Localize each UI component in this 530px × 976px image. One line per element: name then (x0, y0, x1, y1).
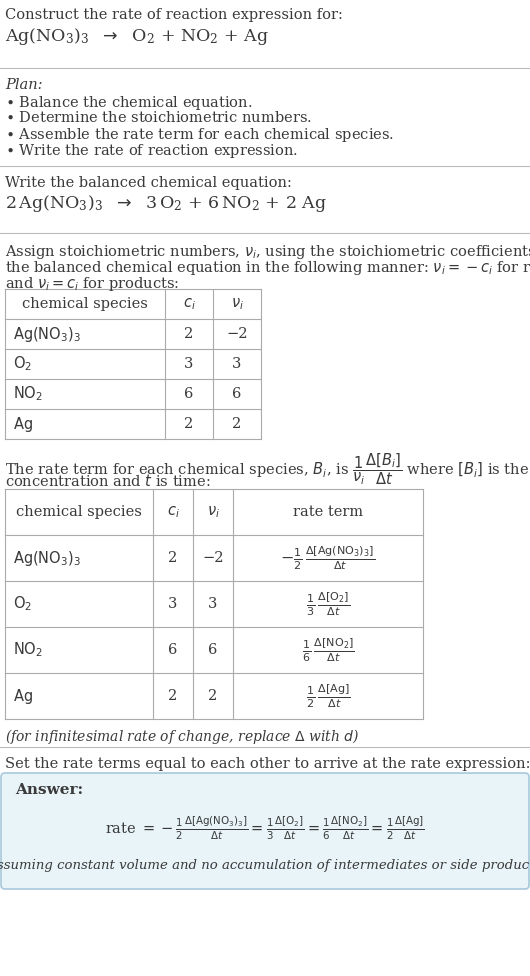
Text: $\mathrm{O_2}$: $\mathrm{O_2}$ (13, 594, 32, 613)
Text: $\frac{1}{2}\,\frac{\Delta[\mathrm{Ag}]}{\Delta t}$: $\frac{1}{2}\,\frac{\Delta[\mathrm{Ag}]}… (306, 682, 350, 710)
Text: Plan:: Plan: (5, 78, 42, 92)
Text: rate term: rate term (293, 505, 363, 519)
Text: $\mathrm{Ag}$: $\mathrm{Ag}$ (13, 415, 33, 433)
Text: $\frac{1}{3}\,\frac{\Delta[\mathrm{O_2}]}{\Delta t}$: $\frac{1}{3}\,\frac{\Delta[\mathrm{O_2}]… (306, 590, 350, 618)
Text: Set the rate terms equal to each other to arrive at the rate expression:: Set the rate terms equal to each other t… (5, 757, 530, 771)
Text: $\nu_i$: $\nu_i$ (207, 505, 219, 520)
Text: chemical species: chemical species (16, 505, 142, 519)
Text: 6: 6 (208, 643, 218, 657)
Text: 6: 6 (184, 387, 193, 401)
Text: $\mathrm{Ag}$: $\mathrm{Ag}$ (13, 686, 33, 706)
Text: Answer:: Answer: (15, 783, 83, 797)
Text: $\mathrm{Ag(NO_3)_3}$: $\mathrm{Ag(NO_3)_3}$ (13, 324, 81, 344)
Text: $\mathregular{Ag(NO_3)_3}$  $\rightarrow$  $\mathregular{O_2}$ + $\mathregular{N: $\mathregular{Ag(NO_3)_3}$ $\rightarrow$… (5, 26, 269, 47)
Text: chemical species: chemical species (22, 297, 148, 311)
Text: $-\frac{1}{2}\,\frac{\Delta[\mathrm{Ag(NO_3)_3}]}{\Delta t}$: $-\frac{1}{2}\,\frac{\Delta[\mathrm{Ag(N… (280, 544, 376, 572)
Text: 6: 6 (232, 387, 242, 401)
Text: 2: 2 (169, 689, 178, 703)
Text: $\bullet$ Determine the stoichiometric numbers.: $\bullet$ Determine the stoichiometric n… (5, 110, 312, 125)
Text: $\mathrm{NO_2}$: $\mathrm{NO_2}$ (13, 640, 43, 660)
Text: 3: 3 (169, 597, 178, 611)
Text: 6: 6 (169, 643, 178, 657)
Text: $\mathrm{O_2}$: $\mathrm{O_2}$ (13, 354, 32, 374)
Text: 2: 2 (184, 327, 193, 341)
Text: the balanced chemical equation in the following manner: $\nu_i = -c_i$ for react: the balanced chemical equation in the fo… (5, 259, 530, 277)
Text: $c_i$: $c_i$ (182, 296, 196, 312)
Text: (for infinitesimal rate of change, replace $\Delta$ with $d$): (for infinitesimal rate of change, repla… (5, 727, 359, 746)
Text: $\mathregular{2\,Ag(NO_3)_3}$  $\rightarrow$  $\mathregular{3\,O_2}$ + $\mathreg: $\mathregular{2\,Ag(NO_3)_3}$ $\rightarr… (5, 193, 327, 214)
Text: 2: 2 (232, 417, 242, 431)
Text: 2: 2 (169, 551, 178, 565)
Text: 3: 3 (208, 597, 218, 611)
Text: Assign stoichiometric numbers, $\nu_i$, using the stoichiometric coefficients, $: Assign stoichiometric numbers, $\nu_i$, … (5, 243, 530, 261)
Text: 2: 2 (208, 689, 218, 703)
Text: rate $= -\frac{1}{2}\frac{\Delta[\mathrm{Ag(NO_3)_3}]}{\Delta t}= \frac{1}{3}\fr: rate $= -\frac{1}{2}\frac{\Delta[\mathrm… (105, 815, 425, 842)
Text: $\bullet$ Balance the chemical equation.: $\bullet$ Balance the chemical equation. (5, 94, 252, 112)
Text: $\mathrm{NO_2}$: $\mathrm{NO_2}$ (13, 385, 43, 403)
Text: The rate term for each chemical species, $B_i$, is $\dfrac{1}{\nu_i}\dfrac{\Delt: The rate term for each chemical species,… (5, 451, 530, 487)
Text: $c_i$: $c_i$ (166, 505, 180, 520)
Text: concentration and $t$ is time:: concentration and $t$ is time: (5, 473, 210, 489)
Text: $\nu_i$: $\nu_i$ (231, 296, 243, 312)
Text: $\bullet$ Assemble the rate term for each chemical species.: $\bullet$ Assemble the rate term for eac… (5, 126, 394, 144)
Text: Construct the rate of reaction expression for:: Construct the rate of reaction expressio… (5, 8, 343, 22)
Text: 3: 3 (232, 357, 242, 371)
Text: $\bullet$ Write the rate of reaction expression.: $\bullet$ Write the rate of reaction exp… (5, 142, 298, 160)
FancyBboxPatch shape (1, 773, 529, 889)
Text: −2: −2 (202, 551, 224, 565)
Text: $\frac{1}{6}\,\frac{\Delta[\mathrm{NO_2}]}{\Delta t}$: $\frac{1}{6}\,\frac{\Delta[\mathrm{NO_2}… (302, 636, 355, 664)
Text: 3: 3 (184, 357, 193, 371)
Text: (assuming constant volume and no accumulation of intermediates or side products): (assuming constant volume and no accumul… (0, 859, 530, 872)
Text: and $\nu_i = c_i$ for products:: and $\nu_i = c_i$ for products: (5, 275, 179, 293)
Text: 2: 2 (184, 417, 193, 431)
Text: −2: −2 (226, 327, 248, 341)
Text: Write the balanced chemical equation:: Write the balanced chemical equation: (5, 176, 292, 190)
Text: $\mathrm{Ag(NO_3)_3}$: $\mathrm{Ag(NO_3)_3}$ (13, 549, 81, 567)
